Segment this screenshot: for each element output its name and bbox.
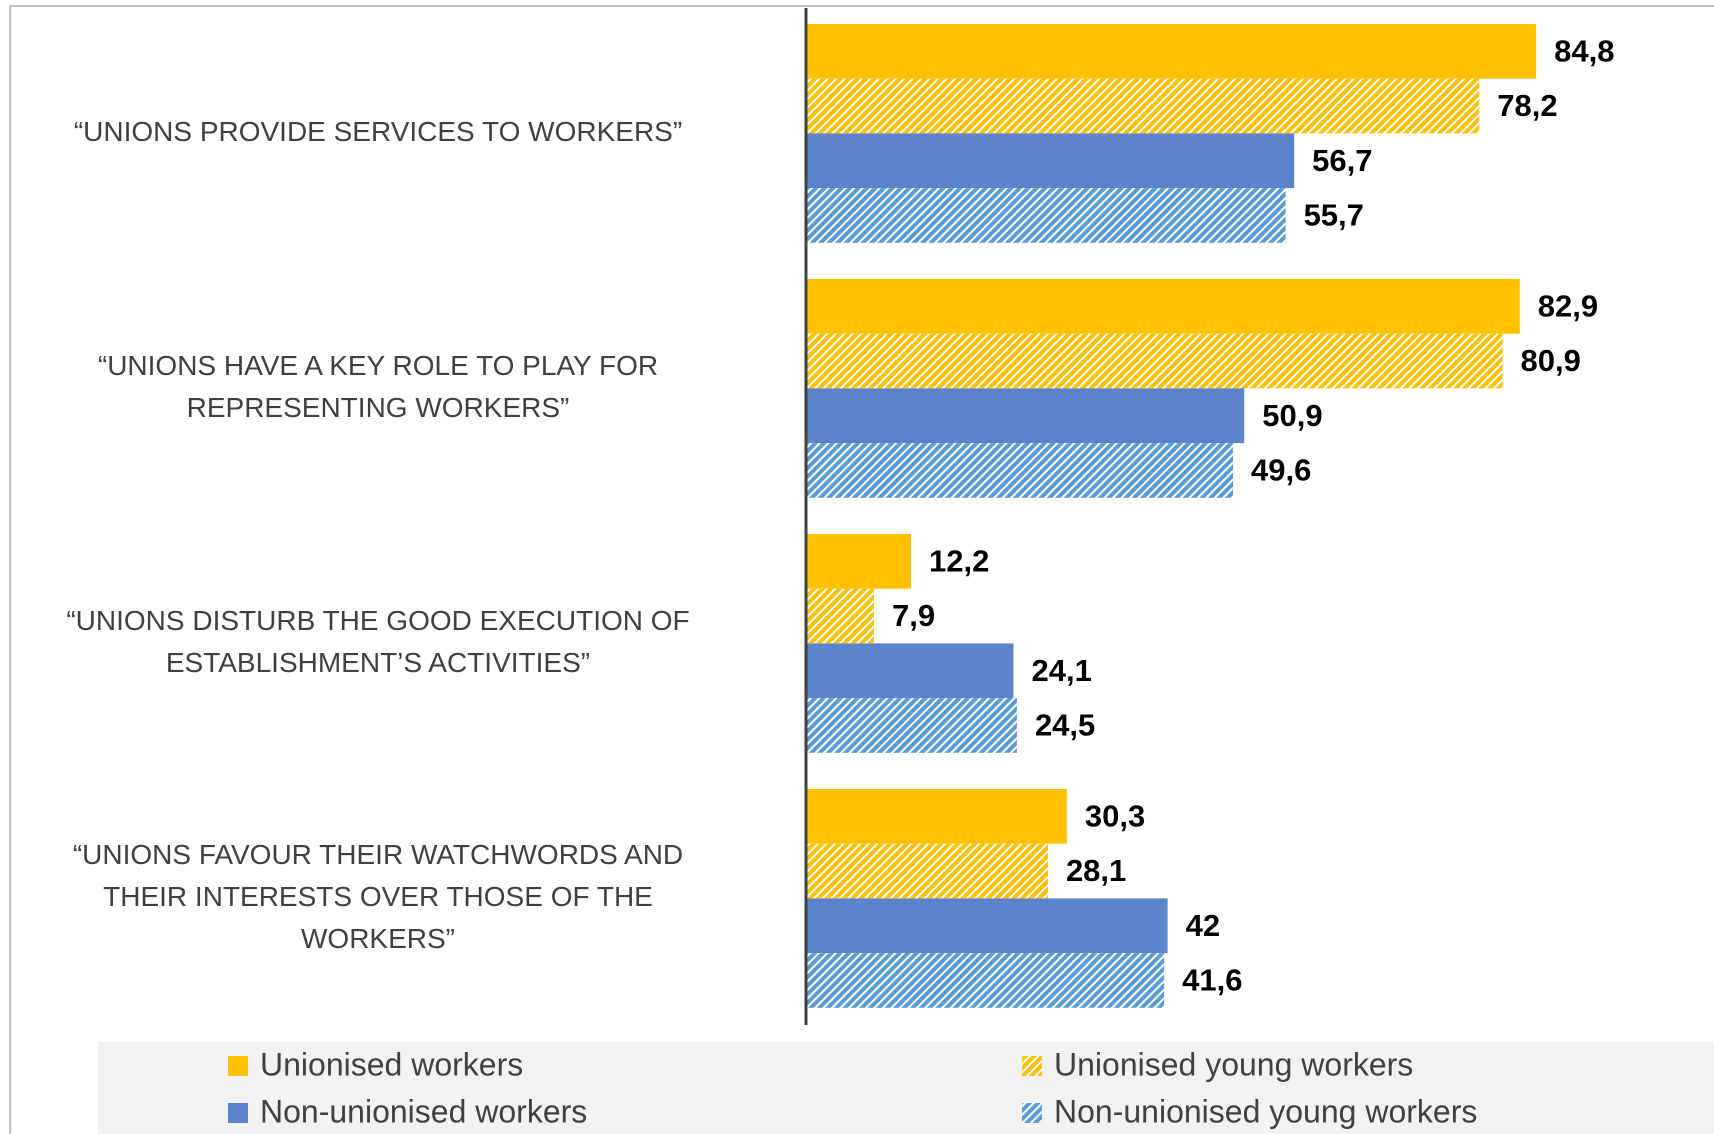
bar <box>806 443 1234 498</box>
data-label: 30,3 <box>1085 799 1145 834</box>
category-label: ESTABLISHMENT’S ACTIVITIES” <box>166 647 590 678</box>
legend-label: Unionised workers <box>260 1046 523 1082</box>
bar <box>806 133 1295 189</box>
data-label: 56,7 <box>1312 143 1372 178</box>
bar <box>806 78 1480 134</box>
data-label: 42 <box>1186 908 1220 943</box>
bar <box>806 188 1286 243</box>
bar <box>806 279 1520 334</box>
bar <box>806 333 1503 389</box>
bar <box>806 898 1168 954</box>
bar <box>806 789 1067 844</box>
bar <box>806 698 1017 753</box>
legend-label: Non-unionised young workers <box>1054 1093 1477 1129</box>
legend-swatch <box>228 1103 248 1123</box>
legend-label: Unionised young workers <box>1054 1046 1413 1082</box>
bar <box>806 643 1014 699</box>
bar <box>806 843 1048 899</box>
data-label: 24,5 <box>1035 708 1095 743</box>
category-label: THEIR INTERESTS OVER THOSE OF THE <box>103 881 653 912</box>
frame <box>9 5 1714 1134</box>
category-label: “UNIONS HAVE A KEY ROLE TO PLAY FOR <box>98 350 658 381</box>
legend-background <box>98 1042 1714 1134</box>
data-label: 82,9 <box>1538 289 1598 324</box>
category-label: REPRESENTING WORKERS” <box>187 392 570 423</box>
bar <box>806 388 1245 444</box>
data-label: 84,8 <box>1554 34 1614 69</box>
data-label: 55,7 <box>1304 198 1364 233</box>
bar <box>806 953 1165 1008</box>
data-label: 7,9 <box>892 598 935 633</box>
category-label: “UNIONS DISTURB THE GOOD EXECUTION OF <box>66 605 689 636</box>
bar <box>806 24 1537 79</box>
data-label: 78,2 <box>1497 88 1557 123</box>
legend-swatch <box>228 1056 248 1076</box>
legend-swatch <box>1022 1103 1042 1123</box>
data-label: 50,9 <box>1262 398 1322 433</box>
legend-swatch <box>1022 1056 1042 1076</box>
category-label: “UNIONS FAVOUR THEIR WATCHWORDS AND <box>73 839 683 870</box>
data-label: 41,6 <box>1182 963 1242 998</box>
legend-label: Non-unionised workers <box>260 1093 587 1129</box>
bar <box>806 534 912 589</box>
data-label: 12,2 <box>929 544 989 579</box>
data-label: 80,9 <box>1521 343 1581 378</box>
category-label: WORKERS” <box>301 923 455 954</box>
data-label: 28,1 <box>1066 853 1126 888</box>
data-label: 24,1 <box>1032 653 1092 688</box>
bar <box>806 588 875 644</box>
category-label: “UNIONS PROVIDE SERVICES TO WORKERS” <box>74 116 682 147</box>
data-label: 49,6 <box>1251 453 1311 488</box>
